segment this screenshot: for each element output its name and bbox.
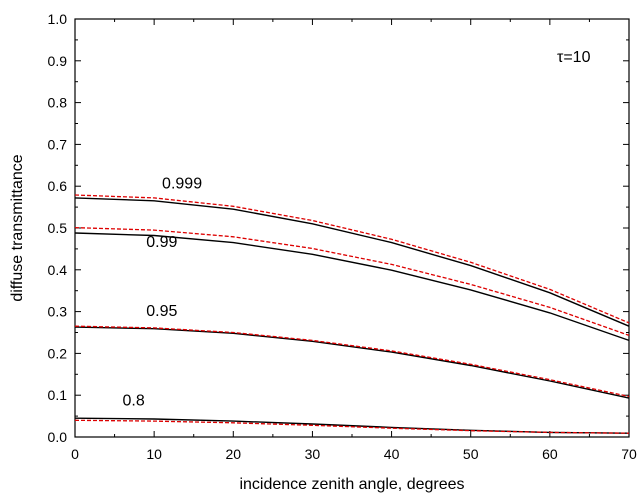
x-axis-ticks: 0 10 20 30 40 50 60 70 [71, 19, 637, 462]
x-tick-label: 60 [542, 446, 558, 462]
curve-label: 0.8 [122, 393, 144, 410]
dashed-red-series-line [74, 194, 630, 324]
y-tick-label: 0.5 [48, 220, 68, 236]
x-tick-label: 0 [71, 446, 79, 462]
x-tick-label: 50 [463, 446, 479, 462]
solid-black-series-line [74, 197, 630, 327]
y-tick-label: 0.9 [48, 53, 68, 69]
series-layer [74, 194, 630, 434]
curve-label: 0.999 [162, 175, 202, 192]
x-tick-label: 30 [305, 446, 321, 462]
y-tick-label: 0.7 [48, 136, 68, 152]
y-axis-ticks: 0.0 0.1 0.2 0.3 0.4 0.5 0.6 0.7 0.8 0.9 1.0 [48, 11, 629, 445]
y-tick-label: 0.8 [48, 95, 68, 111]
dashed-red-series-line [74, 226, 630, 337]
y-tick-label: 0.2 [48, 345, 68, 361]
dashed-red-series-line [74, 325, 630, 398]
x-tick-label: 70 [621, 446, 637, 462]
y-tick-label: 1.0 [48, 11, 68, 27]
x-tick-label: 20 [225, 446, 241, 462]
x-tick-label: 10 [146, 446, 162, 462]
y-tick-label: 0.0 [48, 429, 68, 445]
curve-label: 0.99 [146, 234, 177, 251]
plot-frame [74, 18, 630, 438]
tau-annotation: τ=10 [557, 49, 591, 66]
y-tick-label: 0.4 [48, 262, 68, 278]
x-axis-title: incidence zenith angle, degrees [239, 476, 464, 493]
x-tick-label: 40 [384, 446, 400, 462]
y-tick-label: 0.1 [48, 387, 68, 403]
solid-black-series-line [74, 326, 630, 399]
curve-label-layer: 0.999 0.99 0.95 0.8 [122, 175, 202, 409]
solid-black-series-line [74, 417, 630, 434]
y-tick-label: 0.3 [48, 304, 68, 320]
y-tick-label: 0.6 [48, 178, 68, 194]
curve-label: 0.95 [146, 303, 177, 320]
solid-black-series-line [74, 232, 630, 342]
y-axis-title: diffuse transmittance [9, 154, 26, 301]
dashed-red-series-line [74, 419, 630, 434]
